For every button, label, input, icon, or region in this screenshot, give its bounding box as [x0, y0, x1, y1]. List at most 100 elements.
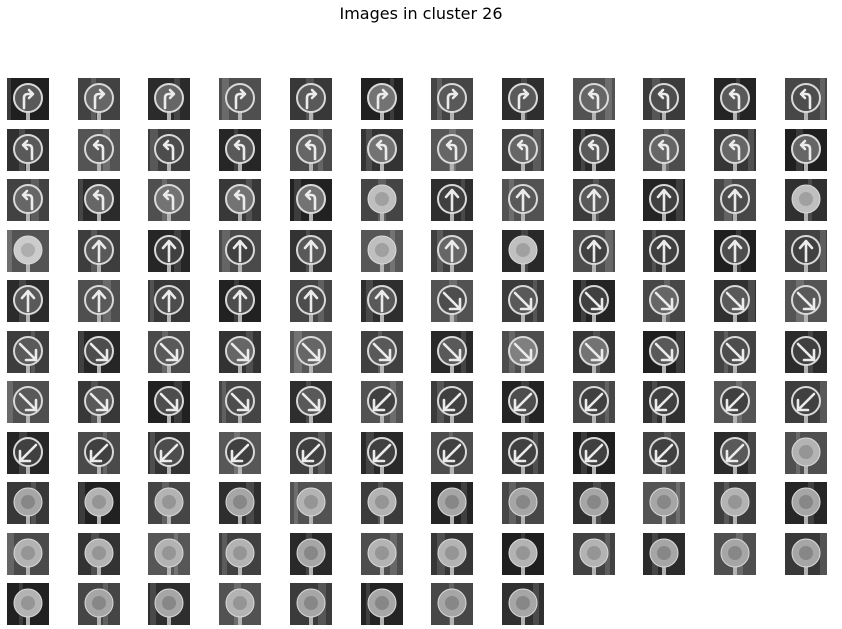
cluster-image	[785, 331, 827, 373]
cluster-image	[573, 230, 615, 272]
cluster-image	[7, 230, 49, 272]
cluster-image	[148, 280, 190, 322]
up-arrow-sign-thumbnail	[219, 230, 261, 272]
down-right-arrow-sign-thumbnail	[290, 381, 332, 423]
cluster-image	[361, 583, 403, 625]
blurred-disc-sign-thumbnail	[573, 533, 615, 575]
down-right-arrow-sign-thumbnail	[573, 280, 615, 322]
blurred-disc-sign-thumbnail	[785, 432, 827, 474]
cluster-image	[290, 230, 332, 272]
cluster-image	[502, 432, 544, 474]
turn-right-arrow-sign-thumbnail	[290, 78, 332, 120]
cluster-image	[785, 78, 827, 120]
down-left-arrow-sign-thumbnail	[431, 432, 473, 474]
up-arrow-sign-thumbnail	[573, 179, 615, 221]
cluster-image	[148, 533, 190, 575]
down-right-arrow-sign-thumbnail	[502, 331, 544, 373]
turn-right-arrow-sign-thumbnail	[219, 78, 261, 120]
turn-right-arrow-sign-thumbnail	[7, 78, 49, 120]
cluster-image	[148, 78, 190, 120]
turn-left-arrow-sign-thumbnail	[573, 129, 615, 171]
turn-left-arrow-sign-thumbnail	[573, 78, 615, 120]
blurred-disc-sign-thumbnail	[502, 482, 544, 524]
cluster-image	[431, 533, 473, 575]
blurred-disc-sign-thumbnail	[643, 533, 685, 575]
cluster-image	[361, 533, 403, 575]
turn-left-arrow-sign-thumbnail	[714, 78, 756, 120]
down-right-arrow-sign-thumbnail	[714, 331, 756, 373]
down-left-arrow-sign-thumbnail	[643, 381, 685, 423]
cluster-image	[290, 129, 332, 171]
blurred-disc-sign-thumbnail	[78, 482, 120, 524]
cluster-image	[431, 381, 473, 423]
cluster-image	[785, 432, 827, 474]
cluster-image	[361, 78, 403, 120]
cluster-image	[643, 179, 685, 221]
up-arrow-sign-thumbnail	[714, 179, 756, 221]
cluster-image	[573, 432, 615, 474]
turn-left-arrow-sign-thumbnail	[714, 129, 756, 171]
cluster-image	[643, 533, 685, 575]
cluster-image	[78, 280, 120, 322]
cluster-image	[290, 179, 332, 221]
cluster-image	[148, 331, 190, 373]
cluster-image	[361, 179, 403, 221]
blurred-disc-sign-thumbnail	[785, 179, 827, 221]
down-right-arrow-sign-thumbnail	[361, 331, 403, 373]
cluster-image	[502, 482, 544, 524]
down-right-arrow-sign-thumbnail	[219, 381, 261, 423]
down-left-arrow-sign-thumbnail	[290, 432, 332, 474]
blurred-disc-sign-thumbnail	[643, 482, 685, 524]
up-arrow-sign-thumbnail	[290, 230, 332, 272]
turn-right-arrow-sign-thumbnail	[148, 78, 190, 120]
cluster-image	[502, 381, 544, 423]
blurred-disc-sign-thumbnail	[148, 583, 190, 625]
down-left-arrow-sign-thumbnail	[219, 432, 261, 474]
cluster-image	[78, 533, 120, 575]
down-right-arrow-sign-thumbnail	[219, 331, 261, 373]
cluster-image	[573, 381, 615, 423]
up-arrow-sign-thumbnail	[431, 179, 473, 221]
cluster-image	[643, 129, 685, 171]
turn-left-arrow-sign-thumbnail	[148, 179, 190, 221]
cluster-image	[219, 331, 261, 373]
up-arrow-sign-thumbnail	[502, 179, 544, 221]
cluster-image	[7, 381, 49, 423]
cluster-image	[361, 331, 403, 373]
turn-left-arrow-sign-thumbnail	[78, 129, 120, 171]
cluster-image	[290, 533, 332, 575]
blurred-disc-sign-thumbnail	[714, 482, 756, 524]
cluster-image	[714, 280, 756, 322]
cluster-image	[219, 280, 261, 322]
cluster-image	[290, 381, 332, 423]
up-arrow-sign-thumbnail	[78, 230, 120, 272]
cluster-image	[290, 280, 332, 322]
turn-left-arrow-sign-thumbnail	[785, 78, 827, 120]
down-right-arrow-sign-thumbnail	[785, 331, 827, 373]
cluster-image	[502, 230, 544, 272]
cluster-image	[361, 129, 403, 171]
cluster-image	[290, 78, 332, 120]
cluster-image	[643, 78, 685, 120]
cluster-image	[502, 280, 544, 322]
blurred-disc-sign-thumbnail	[219, 533, 261, 575]
cluster-image	[290, 583, 332, 625]
cluster-image	[785, 280, 827, 322]
cluster-image	[643, 482, 685, 524]
blurred-disc-sign-thumbnail	[361, 230, 403, 272]
up-arrow-sign-thumbnail	[643, 179, 685, 221]
cluster-image	[219, 78, 261, 120]
cluster-image	[714, 230, 756, 272]
down-left-arrow-sign-thumbnail	[361, 432, 403, 474]
up-arrow-sign-thumbnail	[431, 230, 473, 272]
cluster-image	[7, 280, 49, 322]
turn-left-arrow-sign-thumbnail	[78, 179, 120, 221]
cluster-image	[219, 230, 261, 272]
cluster-image	[7, 78, 49, 120]
down-right-arrow-sign-thumbnail	[7, 381, 49, 423]
blurred-disc-sign-thumbnail	[78, 583, 120, 625]
cluster-image	[785, 482, 827, 524]
down-left-arrow-sign-thumbnail	[431, 381, 473, 423]
cluster-image	[219, 432, 261, 474]
cluster-image	[431, 78, 473, 120]
